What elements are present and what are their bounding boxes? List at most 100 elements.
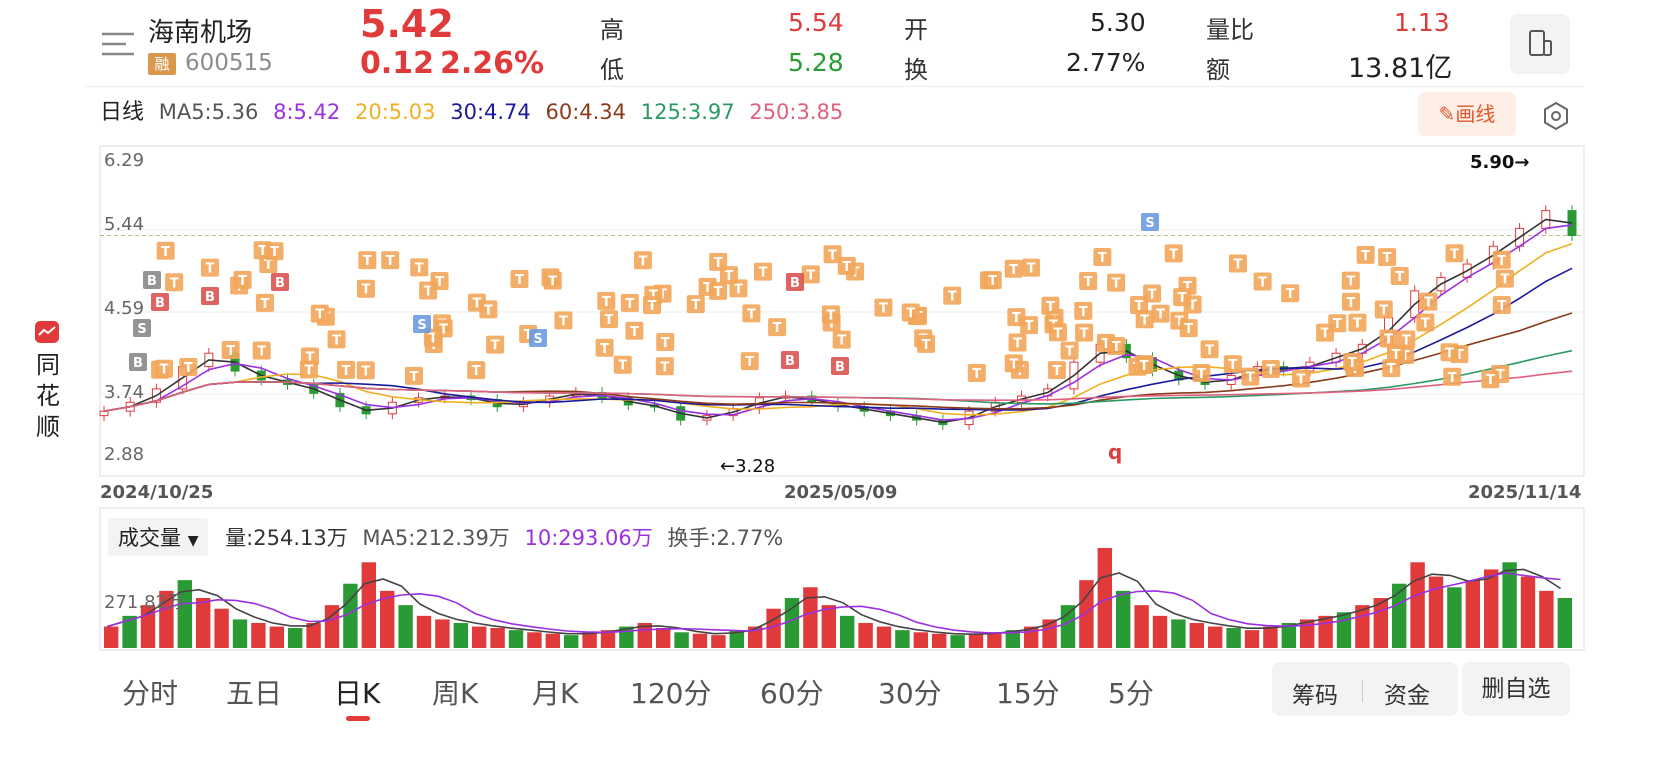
signal-tag-label: T — [806, 268, 815, 283]
signal-tag-label: T — [472, 364, 481, 379]
settings-icon[interactable] — [1540, 100, 1572, 132]
signal-tag-label: T — [1383, 251, 1392, 266]
signal-tag-label: T — [826, 308, 835, 323]
signal-tag-label: T — [1228, 358, 1237, 373]
signal-tag — [1074, 301, 1093, 320]
signal-tag — [1374, 300, 1393, 319]
signal-tag-label: T — [600, 342, 609, 357]
signal-tag — [486, 335, 505, 354]
signal-tag — [1075, 323, 1094, 342]
volume-bar — [840, 615, 855, 648]
remove-watchlist-button[interactable]: 删自选 — [1462, 662, 1570, 716]
signal-tag-label: T — [1009, 263, 1018, 278]
volume-bar — [251, 623, 266, 648]
signal-tag — [510, 269, 529, 288]
signal-tag-label: T — [828, 248, 837, 263]
signal-tag-label: T — [827, 316, 836, 331]
tab-daily-k[interactable]: 日K — [334, 677, 381, 710]
signal-tag-label: T — [1188, 299, 1197, 314]
turnover-value: 2.77% — [1066, 48, 1146, 77]
min-price-label: ←3.28 — [720, 456, 776, 477]
sell-signal — [413, 315, 431, 333]
signal-tag — [1387, 345, 1406, 364]
tab-five-day[interactable]: 五日 — [226, 677, 283, 710]
tab-30min[interactable]: 30分 — [878, 677, 942, 710]
signal-tag-label: T — [160, 363, 169, 378]
menu-icon[interactable] — [100, 30, 136, 58]
signal-tag-label: T — [161, 245, 170, 260]
signal-tag-label: T — [714, 256, 723, 271]
signal-tag — [1048, 323, 1067, 342]
signal-tag — [1173, 288, 1192, 307]
tab-intraday[interactable]: 分时 — [122, 677, 179, 710]
signal-tag-label: T — [1234, 258, 1243, 273]
turnover-label: 换 — [904, 56, 928, 84]
signal-tag-label: T — [605, 313, 614, 328]
signal-tag — [299, 360, 318, 379]
buy-signal-label: B — [790, 276, 800, 291]
signal-tag-label: T — [1053, 326, 1062, 341]
signal-tag — [655, 357, 674, 376]
signal-tag-label: T — [1297, 372, 1306, 387]
device-switch-button[interactable] — [1510, 14, 1570, 74]
volume-value: 量:254.13万 — [225, 526, 348, 550]
volume-bar — [490, 628, 505, 648]
buy-signal-label: B — [275, 276, 285, 291]
chips-button[interactable]: 筹码 — [1292, 683, 1338, 709]
volume-bar — [987, 632, 1002, 648]
tab-120min[interactable]: 120分 — [630, 677, 712, 710]
tab-60min[interactable]: 60分 — [760, 677, 824, 710]
y-tick: 3.74 — [104, 382, 145, 403]
signal-tag — [1004, 354, 1023, 373]
indicator-selector-label: 成交量 — [118, 526, 181, 550]
signal-tag — [1291, 369, 1310, 388]
signal-tag-label: T — [773, 321, 782, 336]
buy-signal — [201, 287, 219, 305]
tab-15min[interactable]: 15分 — [996, 677, 1060, 710]
signal-tag-label: T — [602, 295, 611, 310]
date-start: 2024/10/25 — [100, 482, 214, 503]
signal-tag-label: T — [1012, 311, 1021, 326]
volume-bar — [932, 633, 947, 648]
volume-bar — [1392, 583, 1407, 648]
draw-line-button[interactable]: ✎画线 — [1418, 92, 1516, 136]
signal-tag-label: T — [747, 307, 756, 322]
tab-5min[interactable]: 5分 — [1108, 677, 1154, 710]
signal-tag — [1223, 355, 1242, 374]
buy-signal-label: B — [155, 296, 165, 311]
signal-tag-label: T — [1084, 275, 1093, 290]
tab-monthly-k[interactable]: 月K — [532, 677, 579, 710]
volume-bar — [380, 590, 395, 648]
signal-tag — [768, 318, 787, 337]
signal-tag — [381, 251, 400, 270]
signal-tag-label: T — [270, 245, 279, 260]
ma20-value: 20:5.03 — [354, 100, 436, 124]
signal-tag-label: T — [415, 261, 424, 276]
tab-weekly-k[interactable]: 周K — [432, 677, 479, 710]
funds-button[interactable]: 资金 — [1384, 683, 1430, 709]
volume-bar — [1226, 628, 1241, 648]
volume-bar — [803, 587, 818, 648]
signal-tag — [656, 333, 675, 352]
signal-tag-label: T — [170, 276, 179, 291]
current-price: 5.42 — [360, 2, 454, 46]
signal-tag-label: T — [264, 258, 273, 273]
signal-tag-label: T — [238, 274, 247, 289]
signal-tag-label: T — [1486, 373, 1495, 388]
indicator-selector[interactable]: 成交量 ▼ — [108, 518, 209, 556]
signal-tag — [917, 334, 936, 353]
signal-tag-label: T — [988, 274, 997, 289]
signal-tag — [356, 361, 375, 380]
signal-tag — [967, 363, 986, 382]
buy-signal — [129, 353, 147, 371]
signal-tag-label: T — [1140, 313, 1149, 328]
buy-signal-label: B — [147, 274, 157, 289]
signal-tag-label: T — [386, 254, 395, 269]
signal-tag-label: T — [1395, 270, 1404, 285]
signal-tag-label: T — [1387, 362, 1396, 377]
signal-tag — [643, 296, 662, 315]
volume-bar — [1373, 598, 1388, 648]
signal-tag-label: T — [734, 282, 743, 297]
volume-bar — [1005, 630, 1020, 648]
